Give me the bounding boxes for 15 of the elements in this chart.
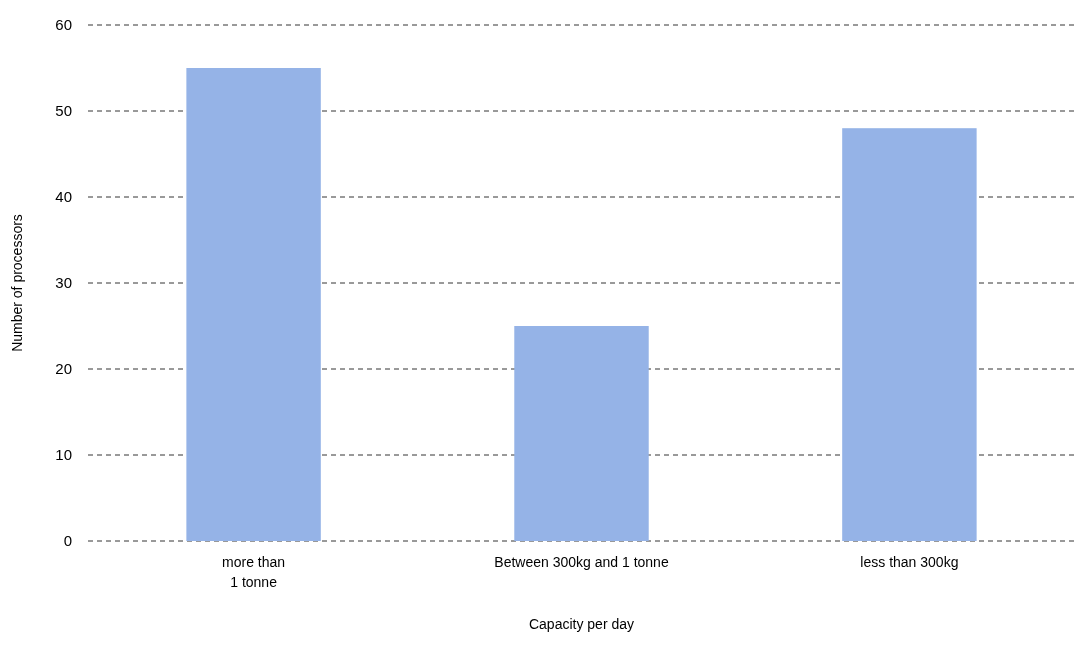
y-tick-label: 30	[55, 274, 72, 292]
x-axis-title: Capacity per day	[528, 616, 635, 632]
y-tick-label: 20	[55, 360, 72, 378]
x-tick-label: Between 300kg and 1 tonne	[494, 554, 669, 570]
y-tick-label: 60	[55, 16, 72, 34]
y-tick-label: 0	[63, 532, 72, 550]
y-tick-label: 40	[55, 188, 72, 206]
bar	[842, 128, 977, 541]
bar	[514, 326, 649, 541]
x-tick-label: less than 300kg	[860, 554, 959, 570]
y-axis-title: Number of processors	[9, 214, 25, 352]
y-tick-label: 10	[55, 446, 72, 464]
bar	[186, 68, 321, 541]
y-tick-label: 50	[55, 102, 72, 120]
x-tick-label: more than 1 tonne	[222, 554, 286, 590]
